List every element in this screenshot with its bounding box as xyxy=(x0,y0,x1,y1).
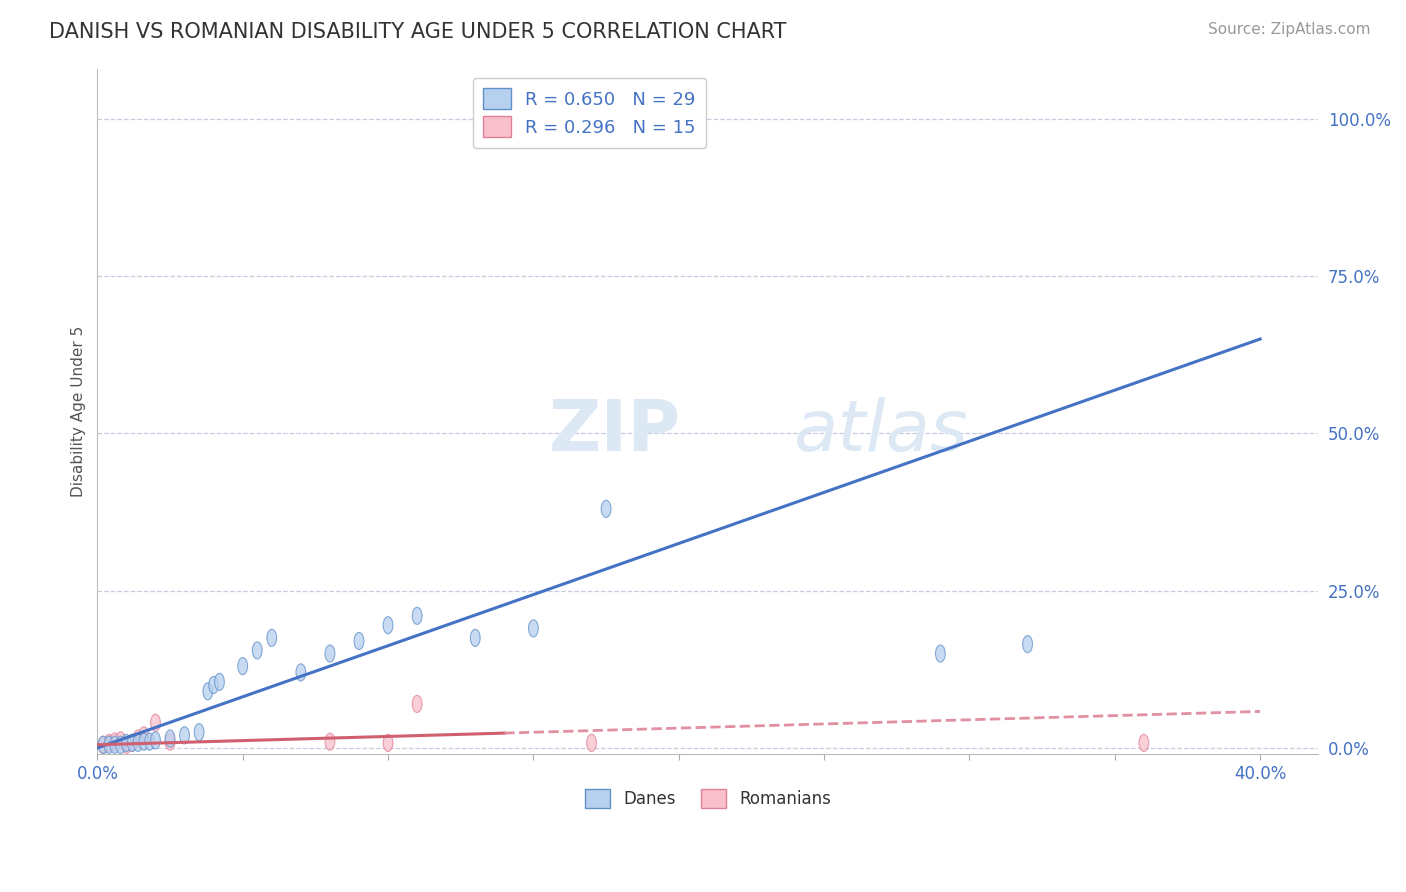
Ellipse shape xyxy=(238,657,247,674)
Ellipse shape xyxy=(128,734,138,751)
Ellipse shape xyxy=(104,736,114,754)
Ellipse shape xyxy=(121,736,131,754)
Ellipse shape xyxy=(134,730,143,747)
Ellipse shape xyxy=(586,734,596,751)
Legend: Danes, Romanians: Danes, Romanians xyxy=(578,782,838,814)
Text: DANISH VS ROMANIAN DISABILITY AGE UNDER 5 CORRELATION CHART: DANISH VS ROMANIAN DISABILITY AGE UNDER … xyxy=(49,22,787,42)
Text: ZIP: ZIP xyxy=(550,398,682,467)
Ellipse shape xyxy=(208,676,218,694)
Ellipse shape xyxy=(252,642,262,659)
Ellipse shape xyxy=(104,734,114,751)
Ellipse shape xyxy=(1022,636,1032,653)
Ellipse shape xyxy=(202,682,212,700)
Ellipse shape xyxy=(180,727,190,744)
Ellipse shape xyxy=(412,695,422,713)
Ellipse shape xyxy=(267,629,277,647)
Y-axis label: Disability Age Under 5: Disability Age Under 5 xyxy=(72,326,86,497)
Text: Source: ZipAtlas.com: Source: ZipAtlas.com xyxy=(1208,22,1371,37)
Ellipse shape xyxy=(121,734,131,751)
Ellipse shape xyxy=(150,731,160,749)
Ellipse shape xyxy=(295,664,305,681)
Ellipse shape xyxy=(139,733,149,750)
Ellipse shape xyxy=(602,500,612,517)
Ellipse shape xyxy=(935,645,945,662)
Ellipse shape xyxy=(98,736,108,754)
Ellipse shape xyxy=(384,734,392,751)
Ellipse shape xyxy=(215,673,225,690)
Ellipse shape xyxy=(165,733,174,750)
Ellipse shape xyxy=(134,734,143,751)
Ellipse shape xyxy=(471,629,479,647)
Ellipse shape xyxy=(128,734,138,751)
Ellipse shape xyxy=(110,733,120,750)
Ellipse shape xyxy=(115,731,125,749)
Ellipse shape xyxy=(110,736,120,754)
Ellipse shape xyxy=(98,736,108,754)
Ellipse shape xyxy=(194,723,204,740)
Ellipse shape xyxy=(325,645,335,662)
Ellipse shape xyxy=(139,727,149,744)
Ellipse shape xyxy=(325,733,335,750)
Ellipse shape xyxy=(354,632,364,649)
Ellipse shape xyxy=(150,714,160,731)
Ellipse shape xyxy=(412,607,422,624)
Ellipse shape xyxy=(1139,734,1149,751)
Ellipse shape xyxy=(145,733,155,750)
Ellipse shape xyxy=(529,620,538,637)
Ellipse shape xyxy=(165,730,174,747)
Ellipse shape xyxy=(384,616,392,634)
Text: atlas: atlas xyxy=(793,398,967,467)
Ellipse shape xyxy=(115,736,125,754)
